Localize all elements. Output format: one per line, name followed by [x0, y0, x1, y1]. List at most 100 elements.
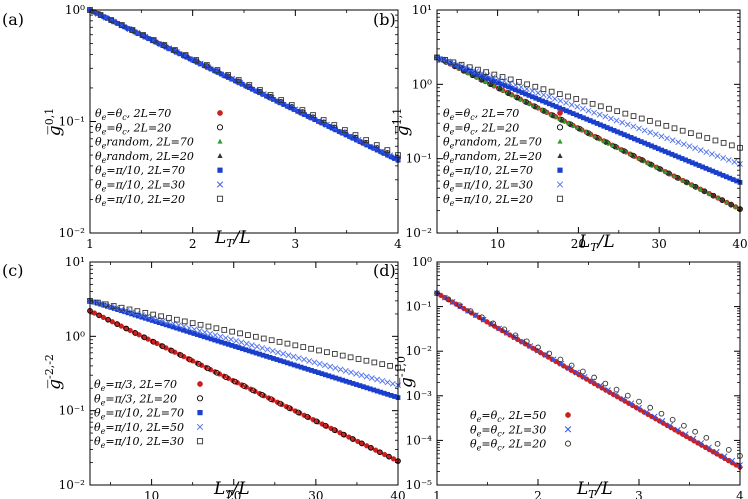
- data-point: [371, 387, 377, 393]
- data-point: [557, 356, 564, 363]
- legend-label: θerandom, 2L=70: [95, 136, 194, 151]
- data-point: [295, 363, 301, 369]
- data-point: [141, 334, 148, 341]
- data-point: [667, 422, 674, 429]
- data-point: [548, 88, 555, 95]
- data-point: [636, 398, 642, 405]
- data-point: [363, 357, 370, 364]
- data-point: [288, 102, 295, 108]
- data-point: [651, 413, 658, 420]
- legend-label-part: e: [101, 398, 106, 407]
- legend-label: θe=π/10, 2L=50: [94, 421, 184, 436]
- legend-label-part: e: [101, 427, 106, 436]
- data-point: [336, 129, 342, 134]
- data-point: [524, 81, 530, 88]
- data-point: [696, 132, 702, 139]
- data-point: [187, 329, 193, 335]
- legend-label-part: , 2L=70: [475, 107, 520, 120]
- data-point: [364, 142, 370, 148]
- data-point: [496, 325, 503, 332]
- data-point: [290, 353, 297, 360]
- data-point: [550, 112, 556, 118]
- data-point: [630, 123, 637, 130]
- legend-label-part: θ: [443, 121, 450, 134]
- data-point: [662, 149, 668, 154]
- data-point: [619, 119, 626, 126]
- legend-label: θe=θc, 2L=20: [443, 121, 519, 136]
- legend-label-part: π/10: [114, 407, 140, 420]
- data-point: [591, 119, 597, 125]
- data-point: [502, 83, 508, 88]
- data-point: [168, 347, 175, 354]
- data-point: [643, 409, 650, 416]
- data-point: [701, 188, 707, 194]
- data-point: [355, 137, 362, 143]
- chart-panel-d: 1 2 3 4 10⁻⁵ 10⁻⁴ 10⁻³ 10⁻² 10⁻¹ 10⁰ (d) g̅-1,0 LT/L…: [373, 255, 744, 499]
- data-point: [514, 94, 520, 100]
- data-point: [156, 41, 162, 47]
- data-point: [681, 422, 687, 429]
- legend-label-part: random: [454, 136, 497, 149]
- data-point: [215, 338, 221, 344]
- data-point: [197, 321, 204, 328]
- data-point: [714, 153, 721, 159]
- legend-label-part: θ: [491, 409, 498, 422]
- legend-label-part: =: [106, 179, 115, 192]
- x-axis-title-part: /L: [231, 479, 250, 499]
- data-point: [642, 140, 648, 146]
- data-point: [512, 332, 519, 339]
- data-point: [310, 112, 316, 118]
- data-point: [125, 26, 131, 31]
- data-point: [277, 358, 283, 364]
- data-point: [269, 347, 276, 354]
- data-point: [479, 77, 484, 82]
- data-point: [491, 71, 498, 78]
- data-point: [666, 170, 672, 176]
- data-point: [110, 303, 117, 309]
- data-point: [174, 316, 180, 323]
- data-point: [343, 132, 349, 138]
- data-point: [203, 62, 210, 68]
- data-point: [611, 128, 617, 133]
- plot-frame: [436, 261, 741, 486]
- y-axis-title: g̅1,1: [391, 108, 413, 136]
- data-point: [267, 354, 273, 360]
- data-point: [720, 140, 727, 146]
- data-point: [166, 45, 172, 52]
- data-point: [122, 309, 128, 315]
- data-point: [613, 386, 620, 393]
- data-point: [182, 52, 189, 58]
- legend-marker: [557, 167, 563, 173]
- legend-label-part: e: [450, 185, 455, 194]
- legend-label-part: , 2L=20: [133, 392, 178, 405]
- data-point: [229, 343, 235, 348]
- data-point: [136, 313, 141, 319]
- data-point: [724, 199, 730, 205]
- data-point: [316, 347, 322, 354]
- data-point: [601, 138, 607, 143]
- data-point: [353, 370, 360, 377]
- data-point: [519, 90, 525, 95]
- data-point: [305, 113, 311, 119]
- legend-label-part: random: [454, 150, 497, 163]
- legend-marker: [217, 138, 223, 144]
- data-point: [663, 122, 670, 129]
- data-point: [177, 326, 183, 332]
- legend-label-part: , 2L=70: [149, 136, 194, 149]
- legend-label-part: , 2L=20: [489, 193, 534, 206]
- data-point: [105, 316, 111, 323]
- data-point: [387, 152, 394, 159]
- legend-label-part: θ: [464, 107, 471, 120]
- data-point: [268, 396, 275, 403]
- data-point: [568, 121, 574, 127]
- data-point: [478, 73, 484, 79]
- data-point: [580, 368, 586, 375]
- data-point: [254, 343, 261, 350]
- data-point: [717, 171, 722, 177]
- data-point: [648, 161, 654, 167]
- legend-label-part: =: [105, 392, 114, 405]
- data-point: [348, 369, 354, 376]
- y-tick-label: 10⁻²: [59, 478, 86, 492]
- data-point: [363, 373, 370, 380]
